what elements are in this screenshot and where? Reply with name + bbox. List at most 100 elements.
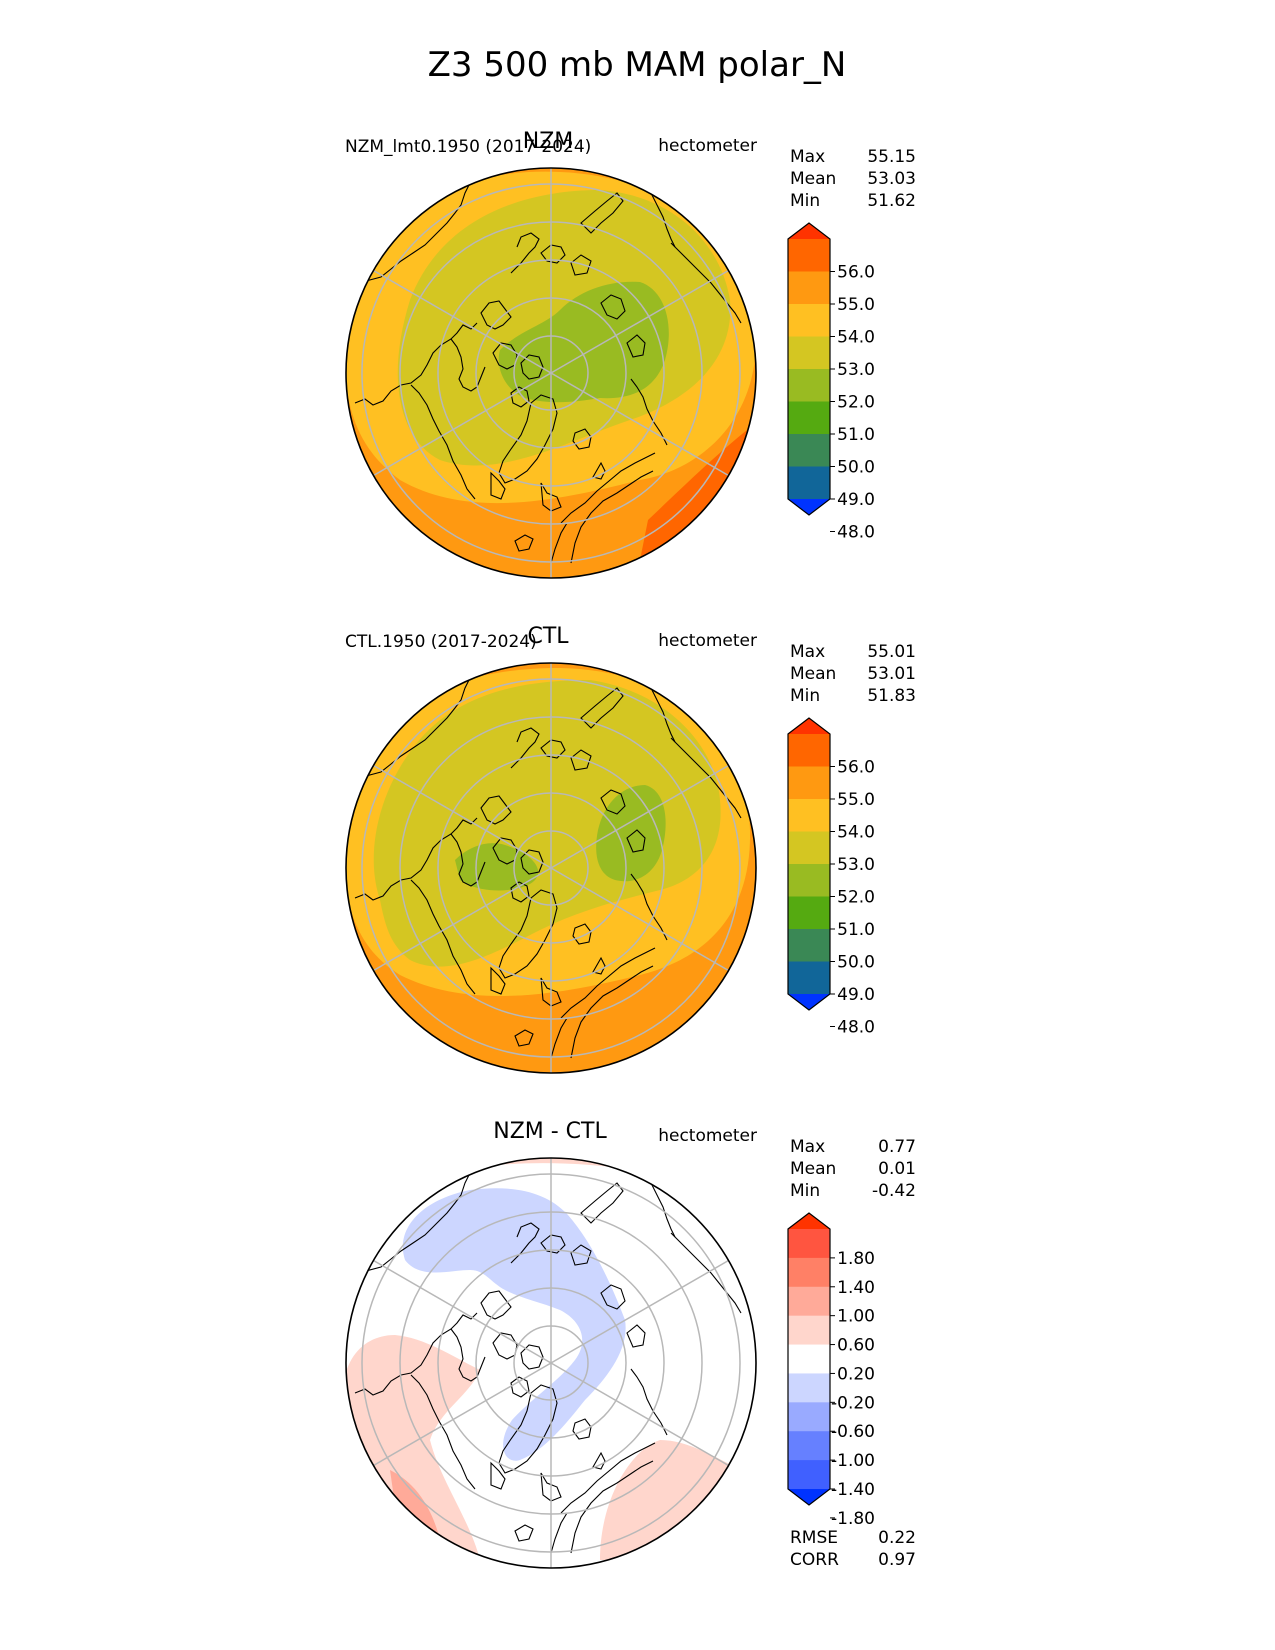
colorbar-tick-label: -0.20 — [831, 1393, 875, 1413]
colorbar-segment — [788, 929, 830, 962]
colorbar-tick-label: 50.0 — [837, 953, 875, 973]
colorbar: 56.0 55.0 54.0 53.0 52.0 51.0 50.0 49.0 48.0 — [787, 717, 875, 1038]
stats: Max 55.15 Mean 53.03 Min 51.62 — [790, 147, 916, 211]
stat-min-label: Min — [790, 191, 820, 211]
map-boundary — [345, 662, 757, 1074]
panel-diff: NZM - CTL hectometer Max 0.77 Mean 0.01 … — [345, 1119, 916, 1570]
panel-title: CTL — [527, 624, 569, 649]
colorbar-tick-label: 53.0 — [837, 360, 875, 380]
colorbar-tick-label: 1.80 — [837, 1249, 875, 1269]
corr-label: CORR — [790, 1550, 839, 1570]
case-label: CTL.1950 (2017-2024) — [345, 632, 537, 652]
colorbar-tick-label: 49.0 — [837, 985, 875, 1005]
stat-mean-value: 53.01 — [867, 664, 916, 684]
colorbar-segment — [788, 401, 830, 435]
panel-title: NZM — [523, 129, 574, 154]
colorbar-extend-min — [788, 499, 830, 515]
colorbar-segment — [788, 799, 830, 832]
colorbar-tick-label: 49.0 — [837, 490, 875, 510]
stat-max-value: 55.01 — [867, 642, 916, 662]
colorbar-segment — [788, 336, 830, 370]
colorbar-segment — [788, 271, 830, 305]
colorbar-tick-label: 55.0 — [837, 790, 875, 810]
colorbar-tick-label: -0.60 — [831, 1422, 875, 1442]
map-boundary — [345, 1157, 757, 1569]
colorbar-extend-max — [788, 718, 830, 734]
panel-ctl: CTL CTL.1950 (2017-2024) hectometer Max … — [345, 624, 916, 1074]
colorbar-tick-label: 1.00 — [837, 1307, 875, 1327]
colorbar-segment — [788, 1229, 830, 1259]
colorbar-segment — [788, 466, 830, 500]
colorbar-segment — [788, 304, 830, 337]
stat-max-label: Max — [790, 147, 825, 167]
colorbar-segment — [788, 766, 830, 800]
colorbar-extend-max — [788, 223, 830, 239]
colorbar-tick-label: 53.0 — [837, 855, 875, 875]
stat-max-value: 55.15 — [867, 147, 916, 167]
stat-min-value: 51.62 — [867, 191, 916, 211]
figure-title: Z3 500 mb MAM polar_N — [428, 45, 847, 85]
stat-mean-label: Mean — [790, 169, 836, 189]
colorbar-tick-label: 55.0 — [837, 295, 875, 315]
colorbar-segment — [788, 896, 830, 930]
panel-title: NZM - CTL — [493, 1119, 607, 1144]
colorbar: 1.80 1.40 1.00 0.60 0.20 -0.20 -0.60 -1.00 -1.40… — [787, 1212, 875, 1529]
stat-max-value: 0.77 — [878, 1137, 916, 1157]
colorbar-segment — [788, 1344, 830, 1374]
scores: RMSE 0.22 CORR 0.97 — [790, 1528, 916, 1570]
colorbar-tick-label: 0.60 — [837, 1336, 875, 1356]
polar-map — [346, 663, 756, 1073]
colorbar-segment — [788, 434, 830, 467]
rmse-label: RMSE — [790, 1528, 838, 1548]
colorbar-extend-min — [788, 1489, 830, 1505]
map-boundary — [345, 167, 757, 579]
colorbar-tick-label: 0.20 — [837, 1364, 875, 1384]
colorbar-tick-label: 54.0 — [837, 823, 875, 843]
colorbar-tick-label: 51.0 — [837, 920, 875, 940]
stat-min-value: 51.83 — [867, 686, 916, 706]
colorbar-segment — [788, 369, 830, 402]
colorbar-segment — [788, 1402, 830, 1432]
colorbar-tick-label: 1.40 — [837, 1278, 875, 1298]
stat-max-label: Max — [790, 1137, 825, 1157]
colorbar-tick-label: 56.0 — [837, 263, 875, 283]
colorbar-tick-label: 50.0 — [837, 458, 875, 478]
colorbar-segment — [788, 864, 830, 897]
colorbar-segment — [788, 1286, 830, 1317]
colorbar-extend-min — [788, 994, 830, 1010]
case-label: NZM_lmt0.1950 (2017-2024) — [345, 137, 591, 157]
colorbar-segment — [788, 1257, 830, 1288]
colorbar-tick-label: 51.0 — [837, 425, 875, 445]
colorbar-segment — [788, 831, 830, 865]
colorbar: 56.0 55.0 54.0 53.0 52.0 51.0 50.0 49.0 48.0 — [787, 222, 875, 543]
colorbar-tick-label: 48.0 — [837, 523, 875, 543]
colorbar-segment — [788, 1373, 830, 1403]
colorbar-tick-label: 56.0 — [837, 758, 875, 778]
colorbar-segment — [788, 239, 830, 272]
rmse-value: 0.22 — [878, 1528, 916, 1548]
stat-min-value: -0.42 — [872, 1181, 916, 1201]
stat-mean-value: 53.03 — [867, 169, 916, 189]
colorbar-tick-label: 52.0 — [837, 888, 875, 908]
colorbar-tick-label: 54.0 — [837, 328, 875, 348]
colorbar-segment — [788, 961, 830, 995]
colorbar-segment — [788, 1460, 830, 1490]
stats: Max 0.77 Mean 0.01 Min -0.42 — [790, 1137, 916, 1201]
stat-mean-value: 0.01 — [878, 1159, 916, 1179]
colorbar-segment — [788, 1431, 830, 1461]
units-label: hectometer — [658, 631, 757, 651]
colorbar-extend-max — [788, 1213, 830, 1229]
colorbar-segment — [788, 734, 830, 767]
colorbar-tick-label: -1.80 — [831, 1509, 875, 1529]
stat-mean-label: Mean — [790, 664, 836, 684]
units-label: hectometer — [658, 1126, 757, 1146]
corr-value: 0.97 — [878, 1550, 916, 1570]
panel-nzm: NZM NZM_lmt0.1950 (2017-2024) hectometer… — [345, 129, 916, 579]
colorbar-tick-label: -1.00 — [831, 1451, 875, 1471]
stat-min-label: Min — [790, 1181, 820, 1201]
colorbar-segment — [788, 1315, 830, 1346]
units-label: hectometer — [658, 136, 757, 156]
colorbar-tick-label: 48.0 — [837, 1018, 875, 1038]
colorbar-tick-label: -1.40 — [831, 1480, 875, 1500]
